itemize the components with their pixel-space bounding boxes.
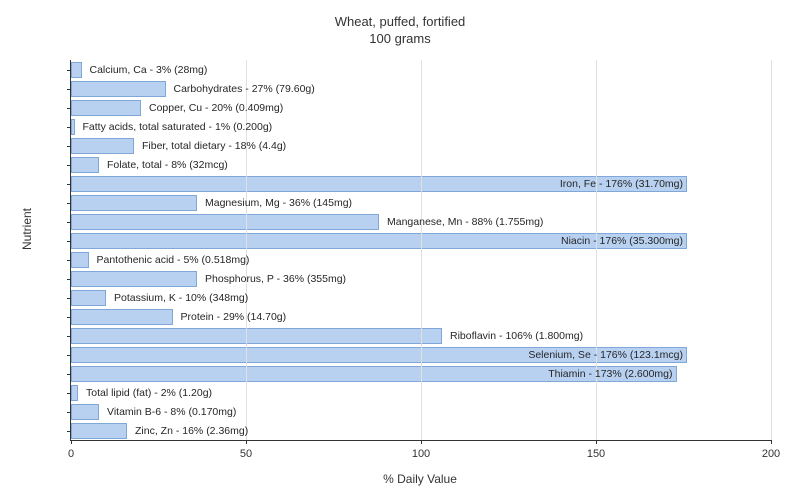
y-tick <box>67 70 71 71</box>
bar-label: Copper, Cu - 20% (0.409mg) <box>145 100 283 116</box>
bar <box>71 385 78 401</box>
x-tick-label: 100 <box>412 448 430 460</box>
y-tick <box>67 203 71 204</box>
chart-title: Wheat, puffed, fortified 100 grams <box>0 0 800 48</box>
x-tick <box>771 440 772 444</box>
bar-label: Magnesium, Mg - 36% (145mg) <box>201 195 352 211</box>
bar-label: Riboflavin - 106% (1.800mg) <box>446 328 583 344</box>
y-tick <box>67 260 71 261</box>
title-line-1: Wheat, puffed, fortified <box>335 14 466 29</box>
plot-area: Calcium, Ca - 3% (28mg) Carbohydrates - 2… <box>70 60 771 441</box>
bar-label: Manganese, Mn - 88% (1.755mg) <box>383 214 543 230</box>
x-tick-label: 150 <box>587 448 605 460</box>
bar <box>71 271 197 287</box>
x-axis-label: % Daily Value <box>70 472 770 486</box>
y-tick <box>67 184 71 185</box>
gridline <box>246 60 247 440</box>
x-tick-label: 50 <box>240 448 252 460</box>
bar <box>71 119 75 135</box>
bar-row: Manganese, Mn - 88% (1.755mg) <box>71 214 771 230</box>
bar-label: Fiber, total dietary - 18% (4.4g) <box>138 138 286 154</box>
y-tick <box>67 127 71 128</box>
gridline <box>596 60 597 440</box>
bar-label: Niacin - 176% (35.300mg) <box>557 233 683 249</box>
bar <box>71 214 379 230</box>
bar <box>71 157 99 173</box>
bar <box>71 62 82 78</box>
y-tick <box>67 431 71 432</box>
bar <box>71 423 127 439</box>
y-tick <box>67 89 71 90</box>
x-tick <box>71 440 72 444</box>
gridline <box>771 60 772 440</box>
bar <box>71 81 166 97</box>
bar-label: Folate, total - 8% (32mcg) <box>103 157 228 173</box>
bar-label: Thiamin - 173% (2.600mg) <box>544 366 672 382</box>
bar-label: Phosphorus, P - 36% (355mg) <box>201 271 346 287</box>
y-tick <box>67 355 71 356</box>
y-tick <box>67 317 71 318</box>
y-tick <box>67 241 71 242</box>
bar-label: Protein - 29% (14.70g) <box>177 309 287 325</box>
bar-label: Zinc, Zn - 16% (2.36mg) <box>131 423 248 439</box>
y-tick <box>67 146 71 147</box>
bar <box>71 195 197 211</box>
bar-label: Vitamin B-6 - 8% (0.170mg) <box>103 404 236 420</box>
x-tick <box>596 440 597 444</box>
x-tick <box>246 440 247 444</box>
y-tick <box>67 393 71 394</box>
y-tick <box>67 336 71 337</box>
bar-label: Iron, Fe - 176% (31.70mg) <box>556 176 683 192</box>
y-tick <box>67 279 71 280</box>
bar <box>71 404 99 420</box>
bar <box>71 252 89 268</box>
bar-label: Fatty acids, total saturated - 1% (0.200… <box>79 119 273 135</box>
y-tick <box>67 222 71 223</box>
x-tick <box>421 440 422 444</box>
y-tick <box>67 374 71 375</box>
gridline <box>421 60 422 440</box>
x-tick-label: 200 <box>762 448 780 460</box>
bar-label: Pantothenic acid - 5% (0.518mg) <box>93 252 250 268</box>
bar-label: Potassium, K - 10% (348mg) <box>110 290 248 306</box>
y-axis-label: Nutrient <box>20 208 34 250</box>
bar-label: Total lipid (fat) - 2% (1.20g) <box>82 385 212 401</box>
y-tick <box>67 165 71 166</box>
bar-label: Calcium, Ca - 3% (28mg) <box>86 62 208 78</box>
y-tick <box>67 412 71 413</box>
bar <box>71 290 106 306</box>
bar-label: Selenium, Se - 176% (123.1mcg) <box>524 347 683 363</box>
bar-label: Carbohydrates - 27% (79.60g) <box>170 81 315 97</box>
bar <box>71 138 134 154</box>
y-tick <box>67 108 71 109</box>
bar <box>71 309 173 325</box>
bar <box>71 328 442 344</box>
bar <box>71 100 141 116</box>
y-tick <box>67 298 71 299</box>
x-tick-label: 0 <box>68 448 74 460</box>
title-line-2: 100 grams <box>369 31 430 46</box>
